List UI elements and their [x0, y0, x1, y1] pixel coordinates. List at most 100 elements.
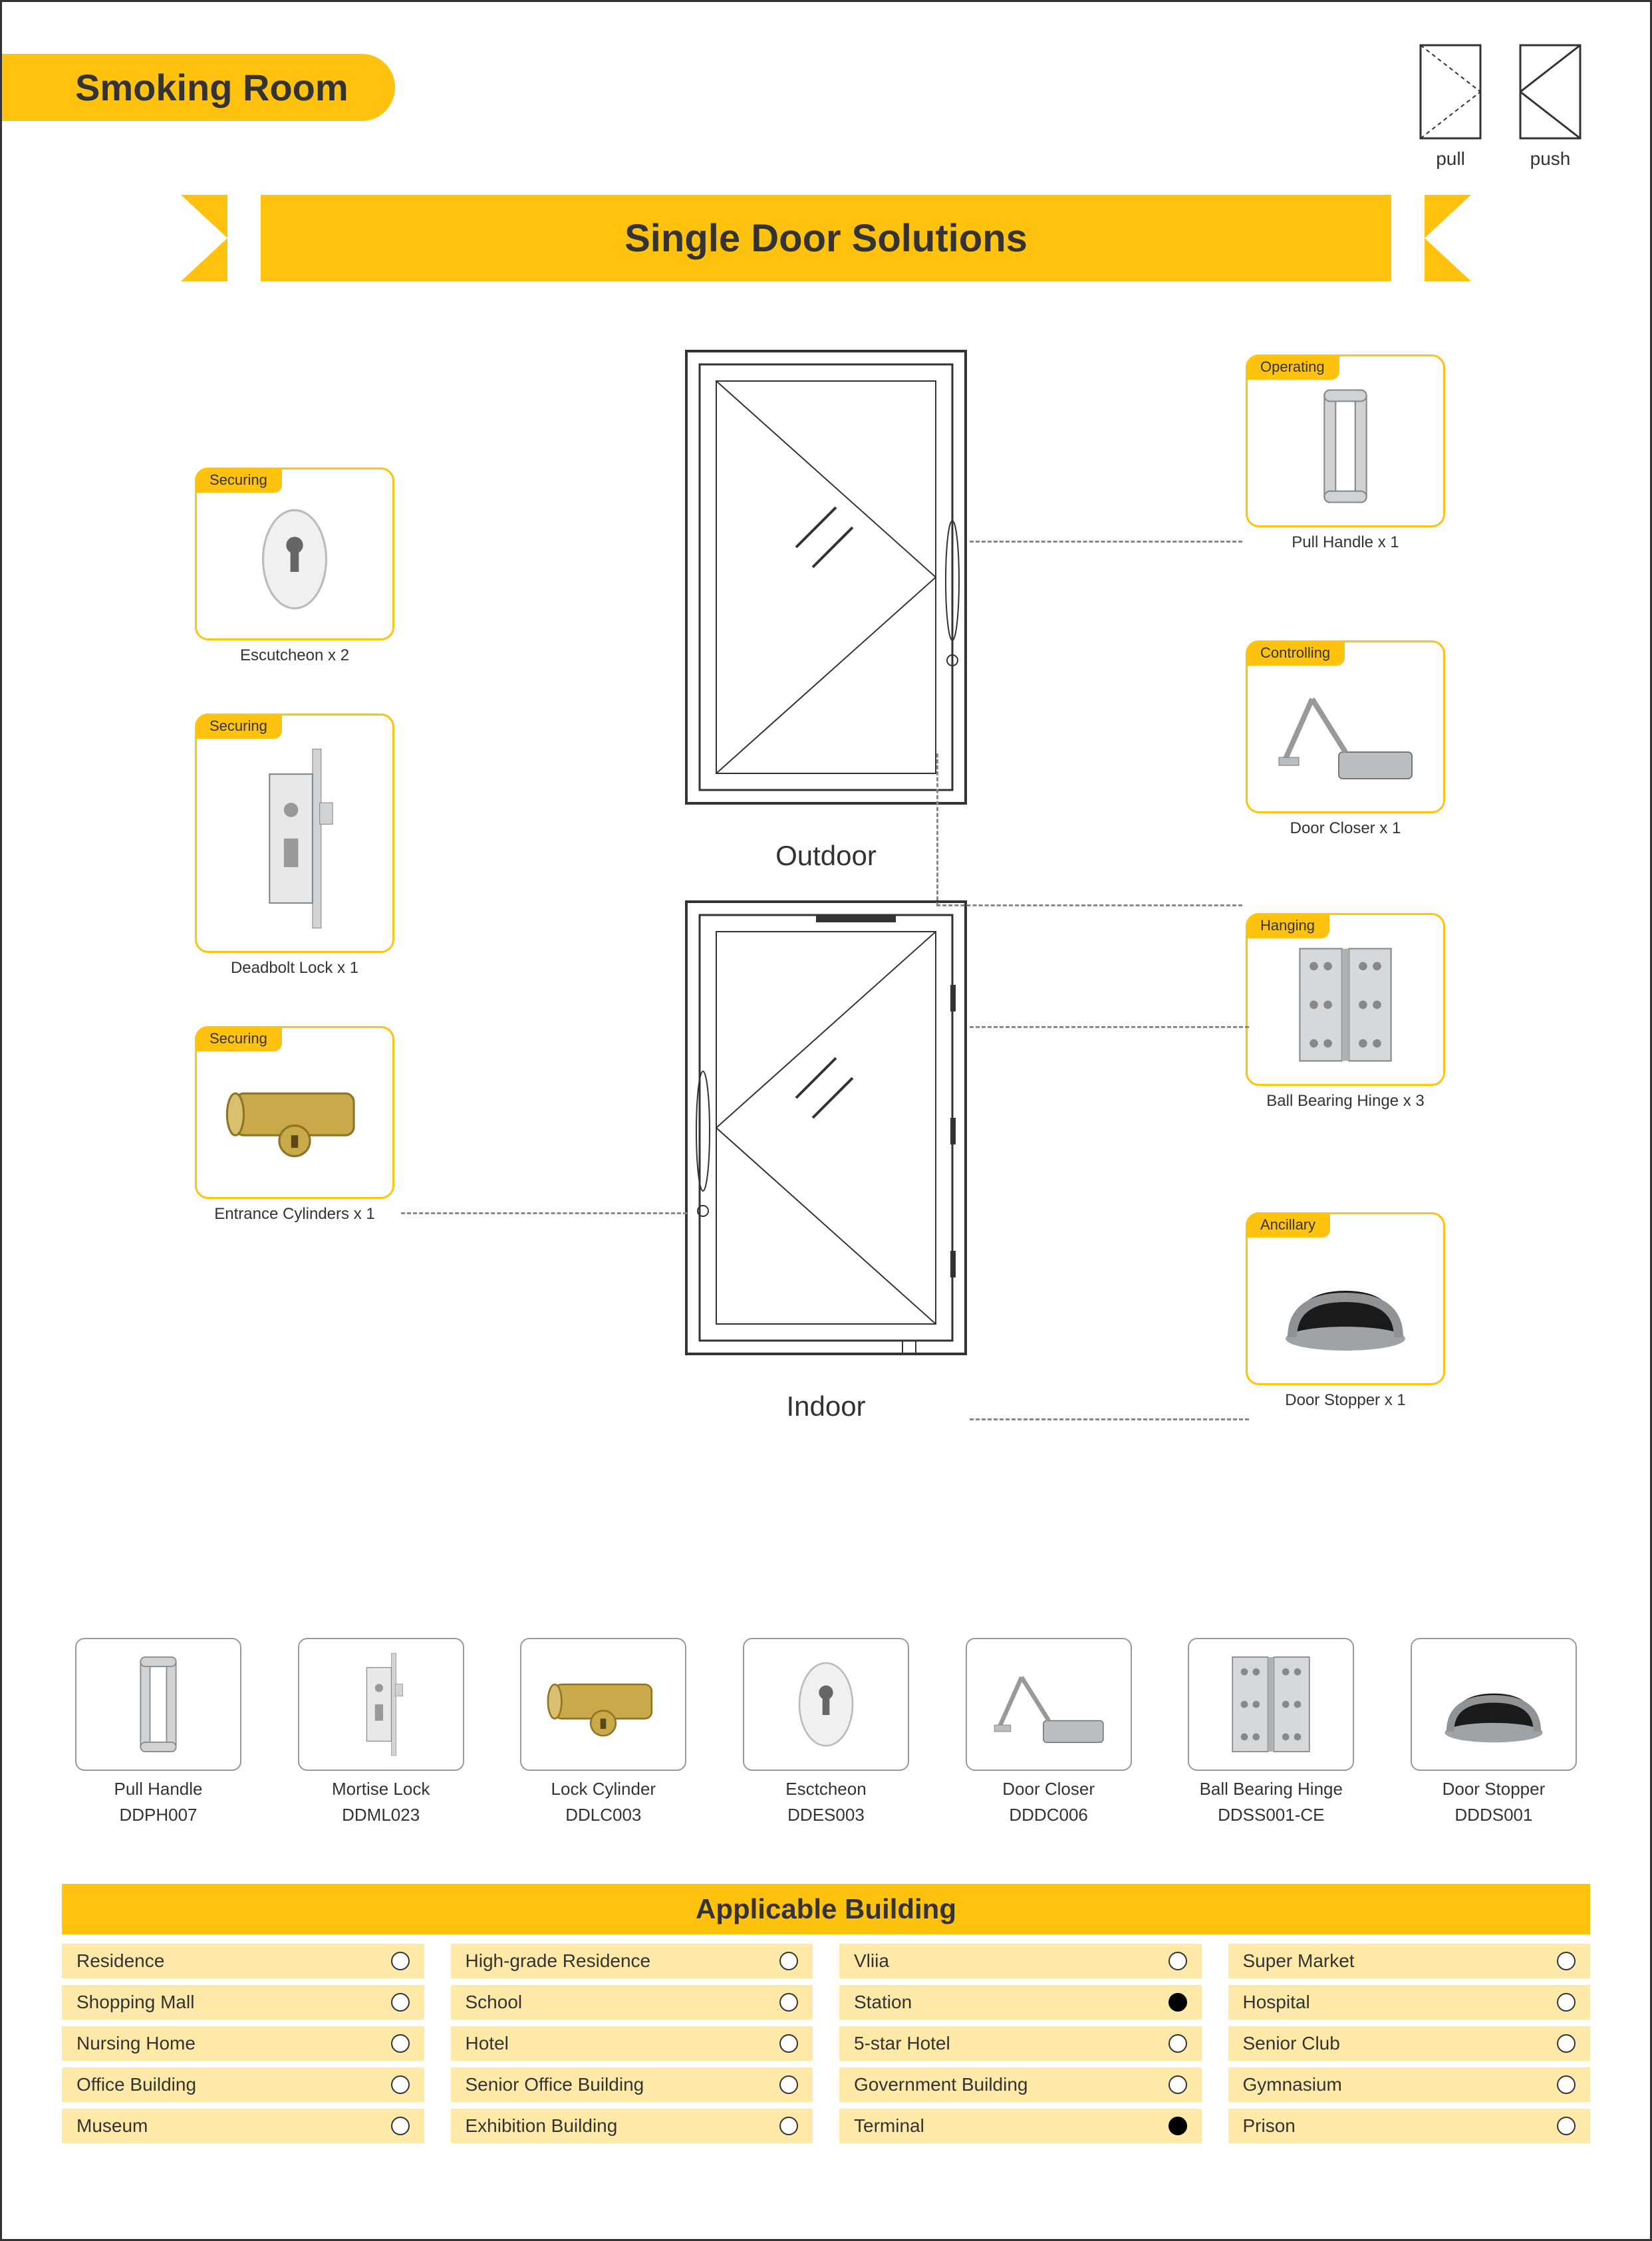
callout-tag: Securing [195, 1026, 282, 1051]
ribbon-banner: Single Door Solutions [181, 195, 1471, 281]
doorswing-push: push [1517, 42, 1583, 170]
building-cell: Office Building [62, 2067, 424, 2102]
callout-hinge: Hanging Ball Bearing Hinge x 3 [1246, 913, 1445, 1086]
building-label: Nursing Home [76, 2033, 196, 2054]
selection-dot-icon [391, 1993, 410, 2012]
callout-image [1248, 642, 1443, 802]
selection-dot-icon [1557, 1993, 1576, 2012]
thumb-name: Esctcheon [785, 1779, 866, 1799]
building-grid: Residence High-grade Residence Vliia Sup… [62, 1944, 1590, 2143]
building-cell: Hospital [1228, 1985, 1591, 2020]
building-label: Senior Office Building [466, 2074, 644, 2095]
selection-dot-icon [391, 2117, 410, 2135]
thumb-name: Pull Handle [114, 1779, 203, 1799]
push-label: push [1530, 148, 1571, 170]
cylinder-icon [221, 1055, 368, 1181]
callout-tag: Securing [195, 467, 282, 493]
outdoor-label: Outdoor [775, 840, 877, 872]
thumb-code: DDDS001 [1454, 1805, 1532, 1825]
escutcheon-icon [766, 1651, 886, 1758]
building-cell: Senior Club [1228, 2026, 1591, 2061]
building-label: Hospital [1243, 1992, 1310, 2013]
callout-caption: Door Stopper x 1 [1285, 1391, 1405, 1410]
building-label: Office Building [76, 2074, 196, 2095]
callout-caption: Pull Handle x 1 [1292, 533, 1399, 552]
callout-closer: Controlling Door Closer x 1 [1246, 640, 1445, 813]
thumb-code: DDSS001-CE [1218, 1805, 1324, 1825]
hinge-icon [1272, 942, 1419, 1068]
selection-dot-icon [779, 2034, 798, 2053]
callout-tag: Securing [195, 714, 282, 739]
callout-tag: Hanging [1246, 913, 1329, 938]
thumb-code: DDLC003 [565, 1805, 641, 1825]
thumb-closer: Door Closer DDDC006 [952, 1638, 1145, 1825]
thumb-name: Door Stopper [1443, 1779, 1546, 1799]
thumb-name: Mortise Lock [332, 1779, 430, 1799]
building-label: Super Market [1243, 1950, 1355, 1972]
selection-dot-icon [1169, 2075, 1187, 2094]
selection-dot-icon [1169, 2117, 1187, 2135]
building-cell: Senior Office Building [451, 2067, 813, 2102]
stopper-icon [1434, 1651, 1554, 1758]
building-label: Government Building [854, 2074, 1028, 2095]
thumb-hinge: Ball Bearing Hinge DDSS001-CE [1174, 1638, 1367, 1825]
thumb-box [1188, 1638, 1354, 1771]
thumb-code: DDML023 [342, 1805, 420, 1825]
doorswing-pull: pull [1417, 42, 1484, 170]
thumb-box [1411, 1638, 1577, 1771]
thumb-box [966, 1638, 1132, 1771]
building-section: Applicable Building Residence High-grade… [62, 1884, 1590, 2143]
pullhandle-icon [98, 1651, 218, 1758]
hinge-icon [1211, 1651, 1331, 1758]
callout-caption: Deadbolt Lock x 1 [231, 959, 358, 978]
callout-caption: Escutcheon x 2 [240, 646, 349, 665]
callout-tag: Operating [1246, 354, 1339, 380]
building-header: Applicable Building [62, 1884, 1590, 1934]
pull-icon [1417, 42, 1484, 142]
callout-caption: Door Closer x 1 [1290, 819, 1401, 838]
doorswing-row: pull push [1417, 42, 1583, 170]
callout-mortise: Securing Deadbolt Lock x 1 [195, 714, 394, 953]
thumb-escutcheon: Esctcheon DDES003 [730, 1638, 922, 1825]
selection-dot-icon [779, 1952, 798, 1970]
thumb-box [743, 1638, 909, 1771]
pull-label: pull [1436, 148, 1465, 170]
building-cell: Nursing Home [62, 2026, 424, 2061]
connector-line [936, 753, 1242, 906]
callout-escutcheon: Securing Escutcheon x 2 [195, 467, 394, 640]
building-cell: Residence [62, 1944, 424, 1978]
building-label: Gymnasium [1243, 2074, 1342, 2095]
callout-caption: Ball Bearing Hinge x 3 [1266, 1092, 1424, 1111]
callout-image [197, 1028, 392, 1188]
selection-dot-icon [1557, 2117, 1576, 2135]
mortise-icon [221, 745, 368, 932]
building-label: Hotel [466, 2033, 509, 2054]
callout-tag: Controlling [1246, 640, 1345, 666]
indoor-label: Indoor [786, 1390, 865, 1422]
selection-dot-icon [779, 1993, 798, 2012]
building-label: Prison [1243, 2115, 1296, 2137]
selection-dot-icon [779, 2117, 798, 2135]
callout-pullhandle: Operating Pull Handle x 1 [1246, 354, 1445, 527]
selection-dot-icon [391, 2075, 410, 2094]
selection-dot-icon [1557, 2075, 1576, 2094]
building-label: Station [854, 1992, 912, 2013]
thumb-cylinder: Lock Cylinder DDLC003 [507, 1638, 700, 1825]
thumb-box [520, 1638, 686, 1771]
building-label: School [466, 1992, 523, 2013]
thumb-code: DDDC006 [1009, 1805, 1088, 1825]
building-cell: Station [839, 1985, 1202, 2020]
building-cell: 5-star Hotel [839, 2026, 1202, 2061]
callout-image [1248, 915, 1443, 1075]
thumb-pullhandle: Pull Handle DDPH007 [62, 1638, 255, 1825]
building-cell: School [451, 1985, 813, 2020]
ribbon-title: Single Door Solutions [624, 216, 1028, 261]
thumb-name: Lock Cylinder [551, 1779, 656, 1799]
callout-caption: Entrance Cylinders x 1 [214, 1205, 374, 1224]
building-label: Museum [76, 2115, 148, 2137]
building-label: Residence [76, 1950, 164, 1972]
building-label: High-grade Residence [466, 1950, 651, 1972]
page-title: Smoking Room [2, 54, 395, 121]
building-cell: High-grade Residence [451, 1944, 813, 1978]
callout-tag: Ancillary [1246, 1212, 1330, 1238]
